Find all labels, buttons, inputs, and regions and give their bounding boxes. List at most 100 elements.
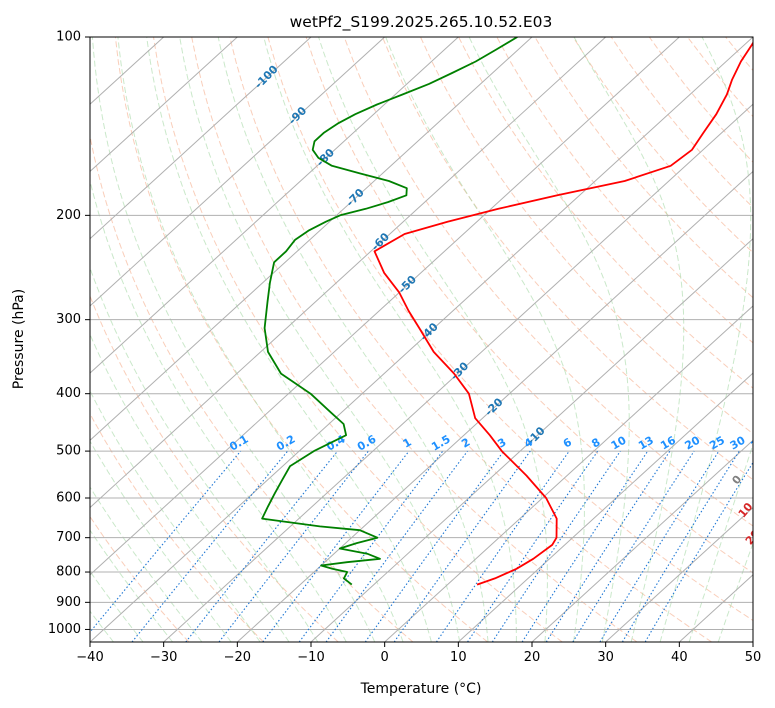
- dry-adiabat-line: [764, 37, 775, 642]
- mixing-ratio-line: [298, 450, 444, 642]
- mixing-ratio-annotation: 1: [401, 436, 414, 451]
- x-tick-label: 40: [671, 650, 688, 665]
- dry-adiabat-line: [114, 37, 488, 642]
- y-axis-label: Pressure (hPa): [11, 289, 27, 389]
- y-tick-label: 100: [56, 30, 81, 45]
- moist-adiabat-line: [117, 37, 404, 642]
- mixing-ratio-line: [262, 450, 410, 642]
- mixing-ratio-annotation: 25: [707, 434, 727, 453]
- moist-adiabat-line: [90, 333, 290, 642]
- dry-adiabat-line: [153, 37, 563, 642]
- mixing-ratio-line: [521, 450, 649, 642]
- background-lines: [90, 37, 775, 642]
- isotherm-line: [531, 439, 753, 642]
- y-tick-label: 800: [56, 565, 81, 580]
- dry-adiabat-line: [90, 294, 339, 642]
- y-tick-label: 1000: [48, 622, 81, 637]
- dry-adiabat-line: [496, 37, 753, 344]
- x-tick-label: 20: [524, 650, 541, 665]
- mixing-ratio-annotation: 8: [589, 436, 602, 451]
- isotherm-line: [310, 237, 753, 642]
- moist-adiabat-line: [179, 37, 461, 642]
- mixing-ratio-line: [467, 450, 599, 642]
- dry-adiabat-line: [725, 37, 753, 72]
- moist-adiabat-line: [688, 442, 753, 642]
- moist-adiabat-line: [468, 37, 630, 642]
- isotherm-line: [236, 170, 753, 642]
- dry-adiabat-line: [191, 37, 638, 642]
- plot-frame: [89, 36, 754, 643]
- mixing-ratio-annotation: 36: [748, 433, 768, 452]
- y-tick-label: 900: [56, 595, 81, 610]
- x-axis-ticks: −40 −30 −20 −10 0 10 20 30 40 50: [76, 642, 761, 665]
- isotherm-line: [752, 641, 753, 642]
- mixing-ratio-annotation: 30: [728, 433, 748, 452]
- moist-adiabat-line: [659, 37, 752, 642]
- moist-adiabat-annotation: 30: [753, 555, 773, 575]
- mixing-ratio-line: [491, 450, 621, 642]
- mixing-ratio-line: [572, 450, 695, 642]
- mixing-ratio-line: [621, 450, 740, 642]
- moist-adiabat-annotation: 20: [743, 527, 763, 547]
- x-tick-label: 50: [745, 650, 762, 665]
- mixing-ratio-line: [90, 450, 242, 633]
- mixing-ratio-annotation: 3: [495, 436, 508, 451]
- mixing-ratio-annotation: 20: [683, 433, 703, 452]
- dry-adiabat-line: [267, 37, 753, 622]
- isotherm-line: [90, 37, 238, 173]
- x-tick-label: −40: [76, 650, 103, 665]
- y-tick-label: 700: [56, 530, 81, 545]
- y-tick-label: 400: [56, 386, 81, 401]
- isotherm-line: [90, 37, 753, 642]
- moist-adiabat-line: [90, 179, 347, 642]
- mixing-ratio-line: [325, 450, 468, 642]
- y-tick-label: 600: [56, 491, 81, 506]
- isotherm-line: [90, 37, 533, 442]
- x-axis-label: Temperature (°C): [360, 681, 482, 697]
- x-tick-label: −20: [224, 650, 251, 665]
- chart-title: wetPf2_S199.2025.265.10.52.E03: [290, 13, 553, 32]
- y-tick-label: 200: [56, 208, 81, 223]
- moist-adiabat-line: [90, 486, 203, 642]
- moist-adiabat-line: [573, 37, 685, 642]
- temperature-profile-line: [373, 41, 753, 586]
- isotherm-line: [384, 305, 753, 642]
- mixing-ratio-annotation: 6: [561, 435, 574, 450]
- moist-adiabat-line: [263, 37, 517, 642]
- dewpoint-profile-line: [261, 37, 518, 586]
- isotherm-line: [90, 37, 312, 240]
- mixing-ratio-annotation: 10: [609, 433, 629, 452]
- mixing-ratio-line: [545, 450, 671, 642]
- x-tick-label: 0: [381, 650, 389, 665]
- x-tick-label: −30: [150, 650, 177, 665]
- isotherm-line: [163, 103, 753, 642]
- mixing-ratio-annotation: 1.5: [429, 433, 452, 454]
- mixing-ratio-line: [185, 450, 339, 642]
- isotherm-line: [90, 37, 607, 509]
- dry-adiabat-line: [343, 37, 753, 527]
- moist-adiabat-annotation: 0: [729, 473, 744, 487]
- moist-adiabat-line: [146, 37, 432, 642]
- y-axis-ticks: 100 200 300 400 500 600 700 800 900 1000: [48, 30, 90, 637]
- moist-adiabat-line: [318, 37, 548, 642]
- mixing-ratio-annotation: 0.1: [227, 433, 250, 454]
- isotherm-line: [90, 37, 386, 307]
- x-tick-label: −10: [297, 650, 324, 665]
- moist-adiabat-line: [385, 37, 585, 642]
- x-tick-label: 30: [597, 650, 614, 665]
- mixing-ratio-line: [599, 450, 720, 642]
- mixing-ratio-annotation: 16: [658, 433, 678, 452]
- y-tick-label: 500: [56, 444, 81, 459]
- moist-adiabat-line: [90, 266, 319, 642]
- mixing-ratio-line: [644, 461, 753, 642]
- moist-adiabat-annotation: 40: [770, 583, 775, 603]
- x-tick-label: 10: [450, 650, 467, 665]
- dry-adiabat-line: [90, 412, 264, 642]
- y-tick-label: 300: [56, 312, 81, 327]
- mixing-ratio-annotation: 0.6: [355, 432, 379, 453]
- dry-adiabat-line: [687, 37, 753, 118]
- isotherm-line: [457, 372, 753, 642]
- mixing-ratio-line: [364, 450, 505, 642]
- moist-adiabat-line: [90, 440, 232, 642]
